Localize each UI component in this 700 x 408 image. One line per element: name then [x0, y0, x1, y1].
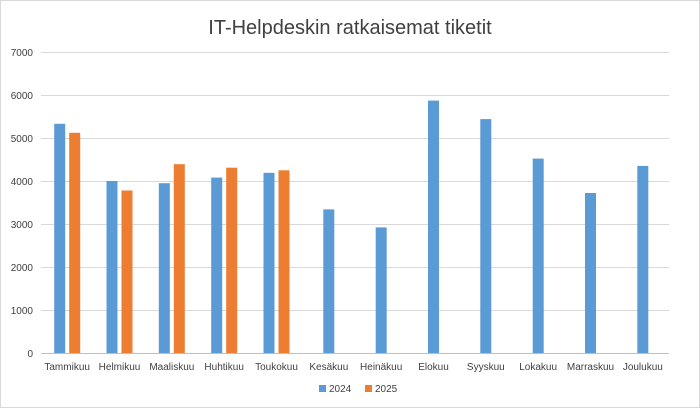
gridlines [41, 52, 669, 354]
bar-2024-maaliskuu [158, 183, 170, 353]
bar-2024-kesäkuu [323, 209, 335, 353]
y-tick-label: 6000 [11, 91, 34, 102]
bar-2024-huhtikuu [211, 177, 223, 353]
legend-label-2024: 2024 [329, 384, 352, 395]
bar-2025-toukokuu [278, 170, 290, 353]
bars [54, 100, 649, 353]
bar-2024-tammikuu [54, 123, 66, 353]
bar-2024-joulukuu [637, 165, 649, 353]
x-category-label: Heinäkuu [360, 362, 402, 373]
legend: 2024 2025 [319, 384, 398, 395]
x-category-label: Elokuu [418, 362, 449, 373]
bar-2024-heinäkuu [375, 227, 387, 353]
x-category-label: Tammikuu [44, 362, 90, 373]
y-axis-tick-labels: 0 1000 2000 3000 4000 5000 6000 7000 [11, 48, 34, 360]
x-category-label: Huhtikuu [204, 362, 243, 373]
legend-swatch-2025 [365, 385, 372, 392]
bar-2025-helmikuu [121, 190, 133, 353]
x-category-label: Helmikuu [99, 362, 141, 373]
x-category-label: Syyskuu [467, 362, 505, 373]
x-category-label: Joulukuu [623, 362, 663, 373]
bar-2024-toukokuu [263, 172, 275, 353]
x-category-label: Lokakuu [519, 362, 557, 373]
y-tick-label: 5000 [11, 134, 34, 145]
y-tick-label: 1000 [11, 306, 34, 317]
x-category-label: Kesäkuu [309, 362, 348, 373]
bar-2025-tammikuu [69, 132, 81, 353]
y-tick-label: 3000 [11, 220, 34, 231]
x-axis-category-labels: Tammikuu Helmikuu Maaliskuu Huhtikuu Toukoku… [44, 362, 662, 373]
x-category-label: Maaliskuu [149, 362, 194, 373]
y-tick-label: 7000 [11, 48, 34, 59]
x-category-label: Toukokuu [255, 362, 298, 373]
bar-2024-marraskuu [585, 193, 596, 353]
bar-2024-elokuu [428, 100, 439, 353]
bar-2025-maaliskuu [173, 164, 185, 353]
bar-2025-huhtikuu [226, 167, 238, 353]
bar-2024-syyskuu [480, 119, 492, 353]
bar-2024-lokakuu [532, 158, 544, 353]
y-tick-label: 2000 [11, 263, 34, 274]
legend-swatch-2024 [319, 385, 326, 392]
bar-2024-helmikuu [106, 181, 118, 353]
x-category-label: Marraskuu [567, 362, 614, 373]
legend-label-2025: 2025 [375, 384, 398, 395]
y-tick-label: 4000 [11, 177, 34, 188]
y-tick-label: 0 [27, 349, 33, 360]
chart-title: IT-Helpdeskin ratkaisemat tiketit [208, 17, 492, 39]
